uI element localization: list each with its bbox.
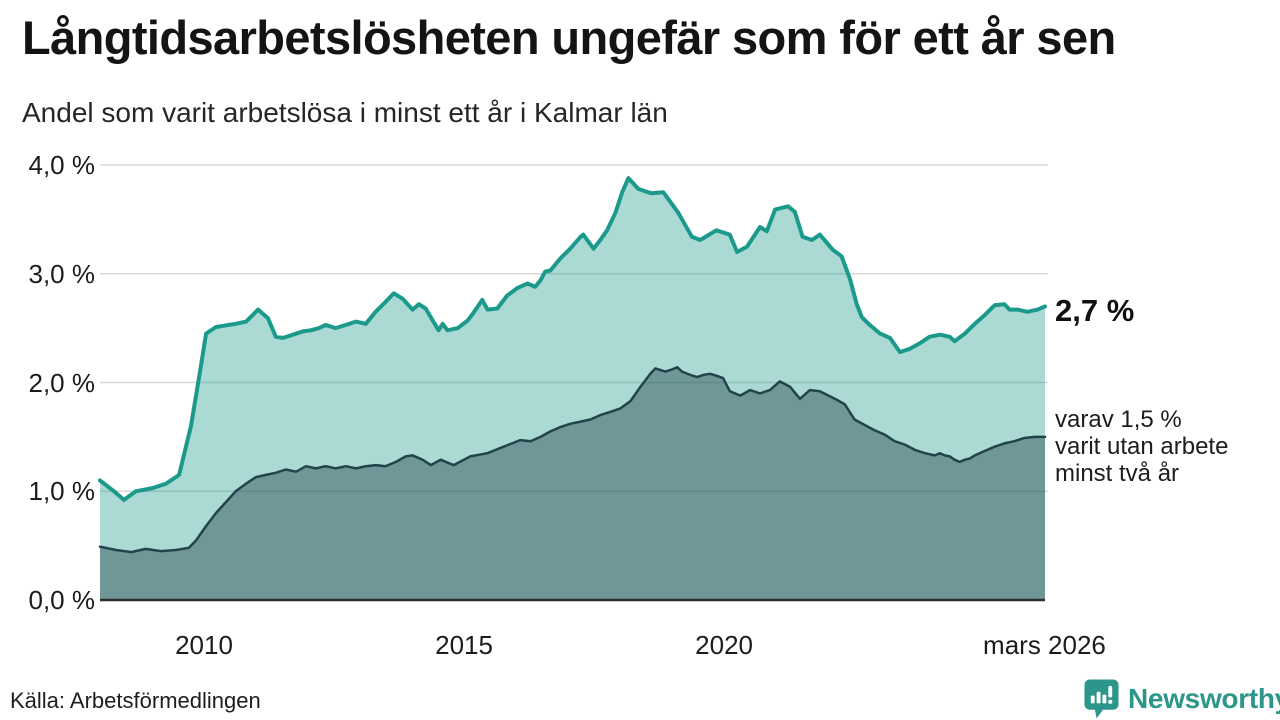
newsworthy-pin-barchart-icon — [1084, 679, 1119, 719]
annotation-line-2: varit utan arbete — [1055, 433, 1229, 460]
y-tick-label: 1,0 % — [28, 476, 96, 507]
x-tick-label: mars 2026 — [983, 630, 1106, 660]
newsworthy-wordmark: Newsworthy — [1128, 683, 1280, 714]
x-tick-label: 2010 — [175, 630, 233, 660]
series-2-line — [98, 366, 1047, 554]
series1-end-value-label: 2,7 % — [1055, 293, 1135, 328]
y-tick-label: 2,0 % — [28, 367, 96, 398]
series-1-area — [100, 178, 1045, 600]
annotation-line-3: minst två år — [1055, 460, 1180, 487]
y-tick-label: 0,0 % — [28, 585, 96, 615]
series2-end-annotation: varav 1,5 % varit utan arbete minst två … — [1055, 406, 1228, 487]
y-tick-label: 3,0 % — [28, 258, 96, 289]
y-tick-label: 4,0 % — [28, 150, 96, 180]
newsworthy-logo: Newsworthy — [1084, 679, 1280, 719]
x-tick-label: 2015 — [435, 630, 493, 660]
series-2-area — [100, 367, 1045, 600]
annotation-line-1: varav 1,5 % — [1055, 406, 1182, 433]
x-tick-label: 2020 — [695, 630, 754, 660]
page-title: Långtidsarbetslösheten ungefär som för e… — [22, 11, 1116, 64]
series-1-line — [98, 176, 1047, 502]
source-caption: Källa: Arbetsförmedlingen — [10, 688, 261, 713]
chart-subtitle: Andel som varit arbetslösa i minst ett å… — [22, 97, 668, 128]
